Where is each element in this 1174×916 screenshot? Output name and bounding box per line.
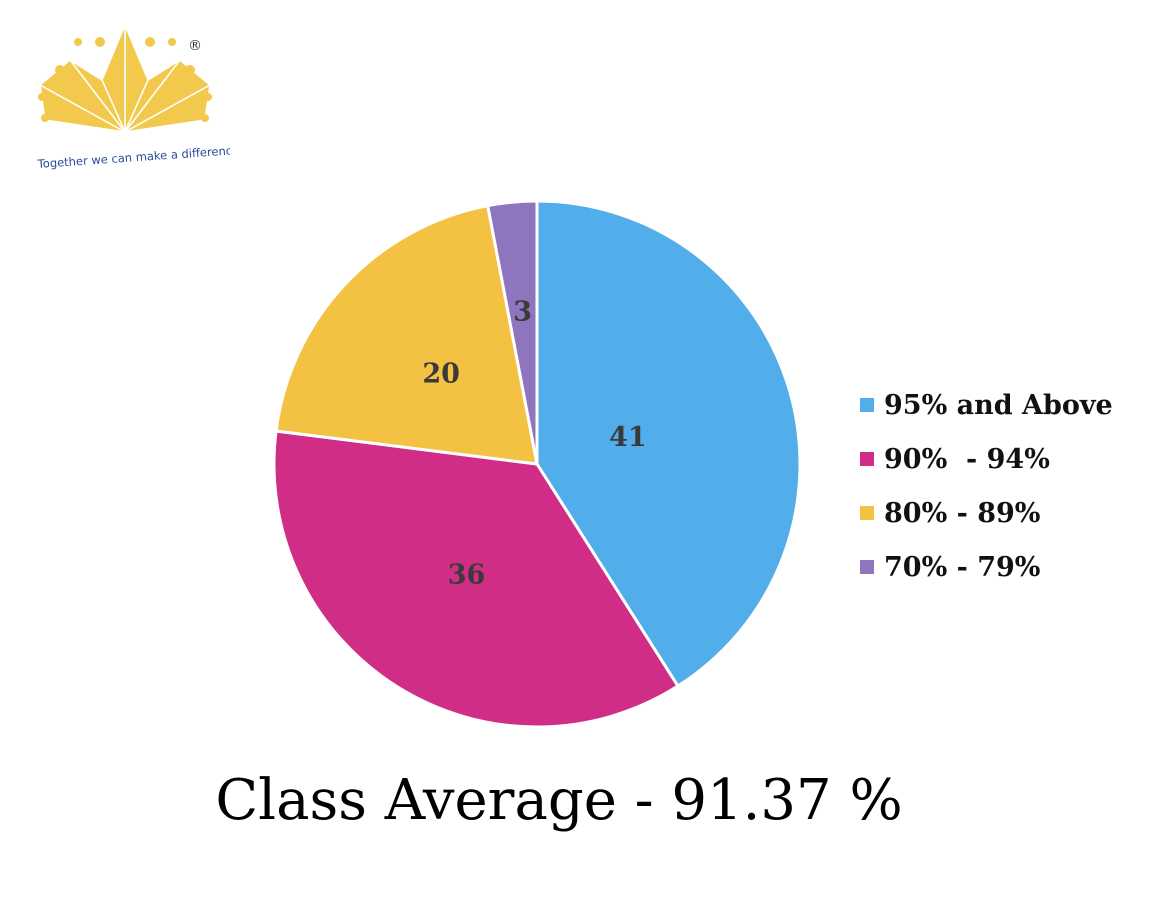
crown-icon [38,24,212,133]
pie-data-label-3: 3 [513,297,532,328]
pie-slice-0 [535,199,802,689]
dots-decoration [38,37,212,122]
chart-legend: 95% and Above 90% - 94% 80% - 89% 70% - 79% [860,378,1160,594]
legend-swatch [860,506,874,520]
legend-label: 90% - 94% [884,443,1050,475]
registered-mark: ® [188,38,202,54]
legend-label: 80% - 89% [884,497,1041,529]
company-logo: ® Together we can make a difference [36,24,230,171]
pie-slice-1 [272,429,680,729]
legend-swatch [860,560,874,574]
class-average-caption: Class Average - 91.37 % [215,768,903,833]
pie-slice-3 [485,199,539,465]
legend-item: 70% - 79% [860,540,1160,594]
pie-slice-2 [274,203,539,466]
legend-item: 80% - 89% [860,486,1160,540]
legend-label: 95% and Above [884,389,1113,421]
pie-data-label-0: 41 [609,422,647,453]
legend-item: 95% and Above [860,378,1160,432]
pie-data-label-2: 20 [422,358,460,389]
pie-data-label-1: 36 [448,560,486,591]
legend-label: 70% - 79% [884,551,1041,583]
legend-swatch [860,398,874,412]
legend-item: 90% - 94% [860,432,1160,486]
legend-swatch [860,452,874,466]
